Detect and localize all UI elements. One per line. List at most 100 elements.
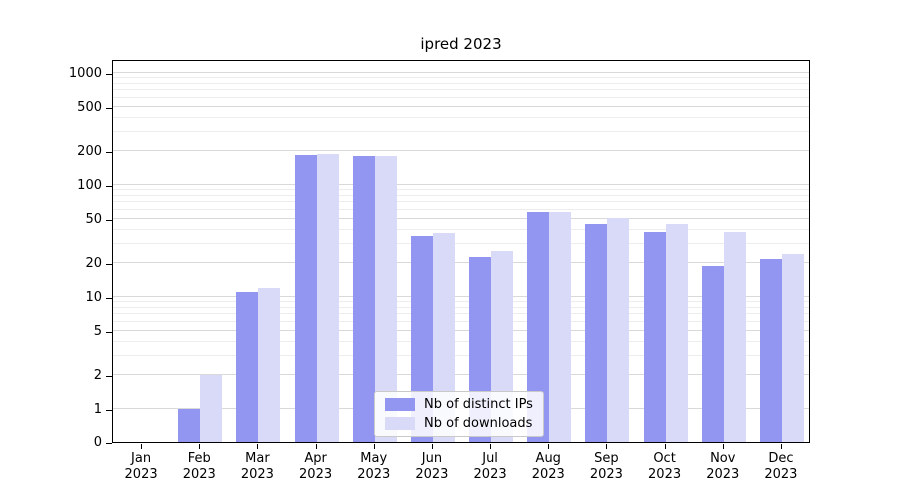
grid-line-minor <box>113 194 809 196</box>
legend: Nb of distinct IPs Nb of downloads <box>374 391 544 437</box>
grid-line-minor <box>113 201 809 203</box>
x-tick-mark <box>664 444 666 449</box>
legend-swatch-distinct-ips <box>385 398 415 411</box>
grid-line-minor <box>113 340 809 342</box>
plot-area <box>112 60 810 443</box>
grid-line-major <box>113 150 809 152</box>
grid-line-minor <box>113 130 809 132</box>
grid-line-minor <box>113 82 809 84</box>
x-tick-label: Nov 2023 <box>706 451 740 482</box>
bar-distinct-ips <box>294 155 317 442</box>
legend-swatch-downloads <box>385 417 415 430</box>
grid-line-minor <box>113 89 809 91</box>
x-tick-mark <box>490 444 492 449</box>
bar-distinct-ips <box>759 258 782 442</box>
y-tick-label: 1000 <box>68 66 102 81</box>
bar-downloads <box>607 217 630 442</box>
x-tick-mark <box>373 444 375 449</box>
bar-downloads <box>665 223 688 442</box>
x-tick-mark <box>548 444 550 449</box>
y-tick-mark <box>106 410 112 411</box>
x-tick-label: Mar 2023 <box>240 451 274 482</box>
y-tick-mark <box>106 298 112 299</box>
bar-distinct-ips <box>236 292 259 442</box>
grid-line-major <box>113 262 809 264</box>
legend-item-distinct-ips: Nb of distinct IPs <box>385 397 533 412</box>
y-tick-label: 0 <box>93 435 102 450</box>
y-tick-mark <box>106 186 112 187</box>
y-tick-label: 200 <box>77 144 102 160</box>
bar-downloads <box>200 375 223 442</box>
bar-distinct-ips <box>178 409 201 442</box>
x-tick-mark <box>257 444 259 449</box>
x-tick-label: Jan 2023 <box>124 451 158 482</box>
bar-downloads <box>549 211 572 442</box>
y-tick-label: 2 <box>93 368 102 384</box>
bar-distinct-ips <box>410 236 433 442</box>
grid-line-minor <box>113 306 809 308</box>
bar-downloads <box>316 153 339 442</box>
y-tick-label: 50 <box>85 211 102 227</box>
bar-downloads <box>432 233 455 442</box>
y-tick-mark <box>106 74 112 75</box>
x-tick-label: Feb 2023 <box>182 451 216 482</box>
bar-distinct-ips <box>585 223 608 442</box>
bar-downloads <box>258 288 281 442</box>
grid-line-minor <box>113 77 809 79</box>
x-tick-label: Oct 2023 <box>648 451 682 482</box>
bar-distinct-ips <box>701 265 724 442</box>
x-tick-mark <box>199 444 201 449</box>
grid-line-minor <box>113 116 809 118</box>
legend-label-distinct-ips: Nb of distinct IPs <box>424 397 533 412</box>
grid-line-minor <box>113 242 809 244</box>
grid-line-minor <box>113 313 809 315</box>
grid-line-major <box>113 184 809 185</box>
grid-line-major <box>113 72 809 73</box>
bar-distinct-ips <box>643 232 666 442</box>
bar-downloads <box>781 254 804 442</box>
bar-downloads <box>723 232 746 442</box>
x-tick-mark <box>141 444 143 449</box>
legend-label-downloads: Nb of downloads <box>424 416 533 431</box>
y-tick-mark <box>106 152 112 154</box>
bar-distinct-ips <box>352 156 375 442</box>
grid-line-major <box>113 105 809 107</box>
x-tick-mark <box>780 444 782 449</box>
grid-line-minor <box>113 189 809 191</box>
x-tick-label: May 2023 <box>357 451 391 482</box>
x-tick-label: Sep 2023 <box>589 451 623 482</box>
x-tick-label: Aug 2023 <box>531 451 565 482</box>
y-tick-mark <box>106 219 112 221</box>
x-tick-label: Dec 2023 <box>764 451 798 482</box>
grid-line-major <box>113 217 809 219</box>
grid-line-minor <box>113 320 809 322</box>
x-tick-mark <box>606 444 608 449</box>
y-tick-mark <box>106 264 112 266</box>
grid-line-major <box>113 329 809 331</box>
grid-line-major <box>113 374 809 376</box>
grid-line-minor <box>113 228 809 230</box>
grid-line-minor <box>113 301 809 303</box>
x-tick-label: Apr 2023 <box>299 451 333 482</box>
y-tick-label: 20 <box>85 256 102 272</box>
y-tick-mark <box>106 443 112 444</box>
y-tick-label: 10 <box>85 290 102 305</box>
grid-line-minor <box>113 96 809 98</box>
y-tick-label: 1 <box>93 402 102 417</box>
y-tick-label: 5 <box>93 323 102 339</box>
y-tick-mark <box>106 331 112 333</box>
bar-downloads <box>374 156 397 442</box>
y-tick-label: 500 <box>77 99 102 115</box>
bar-distinct-ips <box>527 212 550 442</box>
x-tick-label: Jun 2023 <box>415 451 449 482</box>
x-tick-mark <box>722 444 724 449</box>
y-tick-mark <box>106 376 112 378</box>
grid-line-minor <box>113 208 809 210</box>
x-tick-label: Jul 2023 <box>473 451 507 482</box>
grid-line-major <box>113 296 809 297</box>
y-tick-label: 100 <box>77 178 102 193</box>
grid-line-minor <box>113 354 809 356</box>
y-tick-mark <box>106 107 112 109</box>
chart-title: ipred 2023 <box>420 35 502 53</box>
legend-item-downloads: Nb of downloads <box>385 416 533 431</box>
